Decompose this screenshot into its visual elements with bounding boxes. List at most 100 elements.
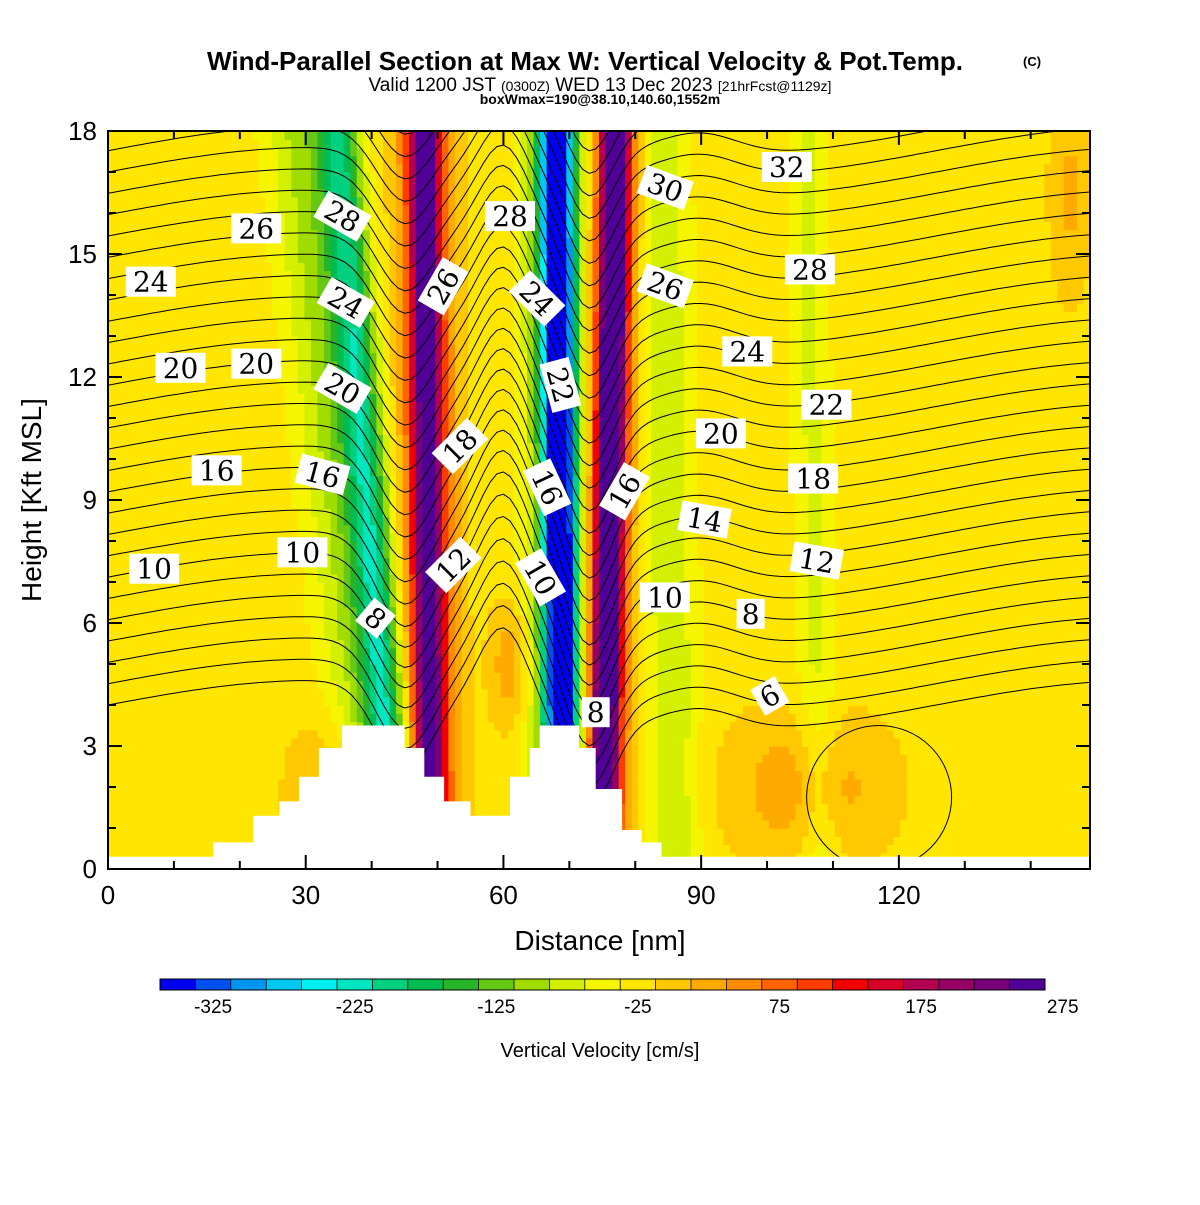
- w-cell: [297, 746, 306, 755]
- w-cell: [913, 705, 921, 714]
- w-cell: [880, 819, 888, 829]
- w-cell: [631, 688, 639, 698]
- w-cell: [710, 606, 718, 616]
- w-cell: [893, 672, 901, 682]
- w-cell: [147, 770, 155, 780]
- w-cell: [985, 623, 993, 632]
- w-cell: [1076, 696, 1085, 706]
- w-cell: [723, 713, 731, 723]
- w-cell: [428, 680, 437, 690]
- w-cell: [697, 844, 705, 854]
- w-cell: [782, 688, 790, 698]
- w-cell: [212, 688, 220, 698]
- w-cell: [265, 778, 273, 788]
- w-cell: [710, 623, 718, 632]
- w-cell: [651, 770, 659, 780]
- w-cell: [376, 688, 384, 698]
- w-cell: [1044, 762, 1052, 772]
- w-cell: [173, 762, 181, 772]
- w-cell: [926, 778, 934, 788]
- w-cell: [945, 614, 954, 624]
- w-cell: [356, 631, 365, 641]
- w-cell: [566, 623, 574, 632]
- w-cell: [186, 828, 194, 837]
- w-cell: [703, 614, 711, 624]
- w-cell: [114, 770, 122, 780]
- w-cell: [232, 729, 240, 739]
- w-cell: [153, 729, 162, 739]
- w-cell: [252, 746, 260, 755]
- w-cell: [389, 664, 397, 673]
- w-cell: [258, 688, 266, 698]
- w-cell: [180, 762, 188, 772]
- w-cell: [324, 721, 332, 731]
- w-cell: [959, 737, 967, 747]
- w-cell: [906, 787, 914, 796]
- w-cell: [265, 737, 273, 747]
- w-cell: [965, 672, 973, 682]
- w-cell: [952, 606, 960, 616]
- w-cell: [1004, 721, 1013, 731]
- w-cell: [677, 770, 685, 780]
- w-cell: [1011, 598, 1019, 608]
- w-cell: [304, 705, 312, 714]
- w-cell: [959, 787, 967, 796]
- w-cell: [173, 664, 181, 673]
- w-cell: [337, 655, 345, 665]
- w-cell: [919, 778, 928, 788]
- w-cell: [252, 688, 260, 698]
- w-cell: [952, 778, 960, 788]
- w-cell: [906, 770, 914, 780]
- w-cell: [795, 655, 803, 665]
- w-cell: [638, 729, 646, 739]
- w-cell: [153, 623, 162, 632]
- w-cell: [317, 696, 325, 706]
- w-cell: [644, 737, 653, 747]
- w-cell: [631, 614, 639, 624]
- w-cell: [1070, 836, 1078, 846]
- w-cell: [1004, 803, 1013, 813]
- w-cell: [1063, 778, 1072, 788]
- w-cell: [631, 672, 639, 682]
- w-cell: [147, 631, 155, 641]
- w-cell: [206, 770, 214, 780]
- w-cell: [193, 655, 201, 665]
- w-cell: [828, 787, 836, 796]
- w-cell: [945, 623, 954, 632]
- w-cell: [762, 828, 770, 837]
- w-cell: [677, 795, 685, 805]
- w-cell: [690, 828, 698, 837]
- w-cell: [782, 844, 790, 854]
- w-cell: [906, 746, 914, 755]
- w-cell: [481, 680, 489, 690]
- w-cell: [127, 737, 135, 747]
- w-cell: [153, 844, 162, 854]
- w-cell: [454, 762, 463, 772]
- w-cell: [900, 655, 908, 665]
- w-cell: [762, 770, 770, 780]
- w-cell: [291, 713, 299, 723]
- w-cell: [1037, 729, 1045, 739]
- w-cell: [664, 762, 672, 772]
- w-cell: [422, 688, 430, 698]
- w-cell: [959, 614, 967, 624]
- w-cell: [252, 631, 260, 641]
- w-cell: [114, 614, 122, 624]
- w-cell: [743, 754, 751, 764]
- w-cell: [153, 655, 162, 665]
- w-cell: [435, 606, 443, 616]
- w-cell: [481, 664, 489, 673]
- w-cell: [834, 631, 842, 641]
- w-cell: [441, 754, 450, 764]
- w-cell: [402, 713, 410, 723]
- w-cell: [756, 828, 764, 837]
- w-cell: [166, 811, 175, 821]
- w-cell: [1070, 844, 1078, 854]
- w-cell: [140, 664, 148, 673]
- w-cell: [225, 811, 234, 821]
- w-cell: [697, 639, 705, 649]
- w-cell: [238, 680, 247, 690]
- w-cell: [867, 729, 875, 739]
- w-cell: [795, 778, 803, 788]
- w-cell: [1037, 746, 1045, 755]
